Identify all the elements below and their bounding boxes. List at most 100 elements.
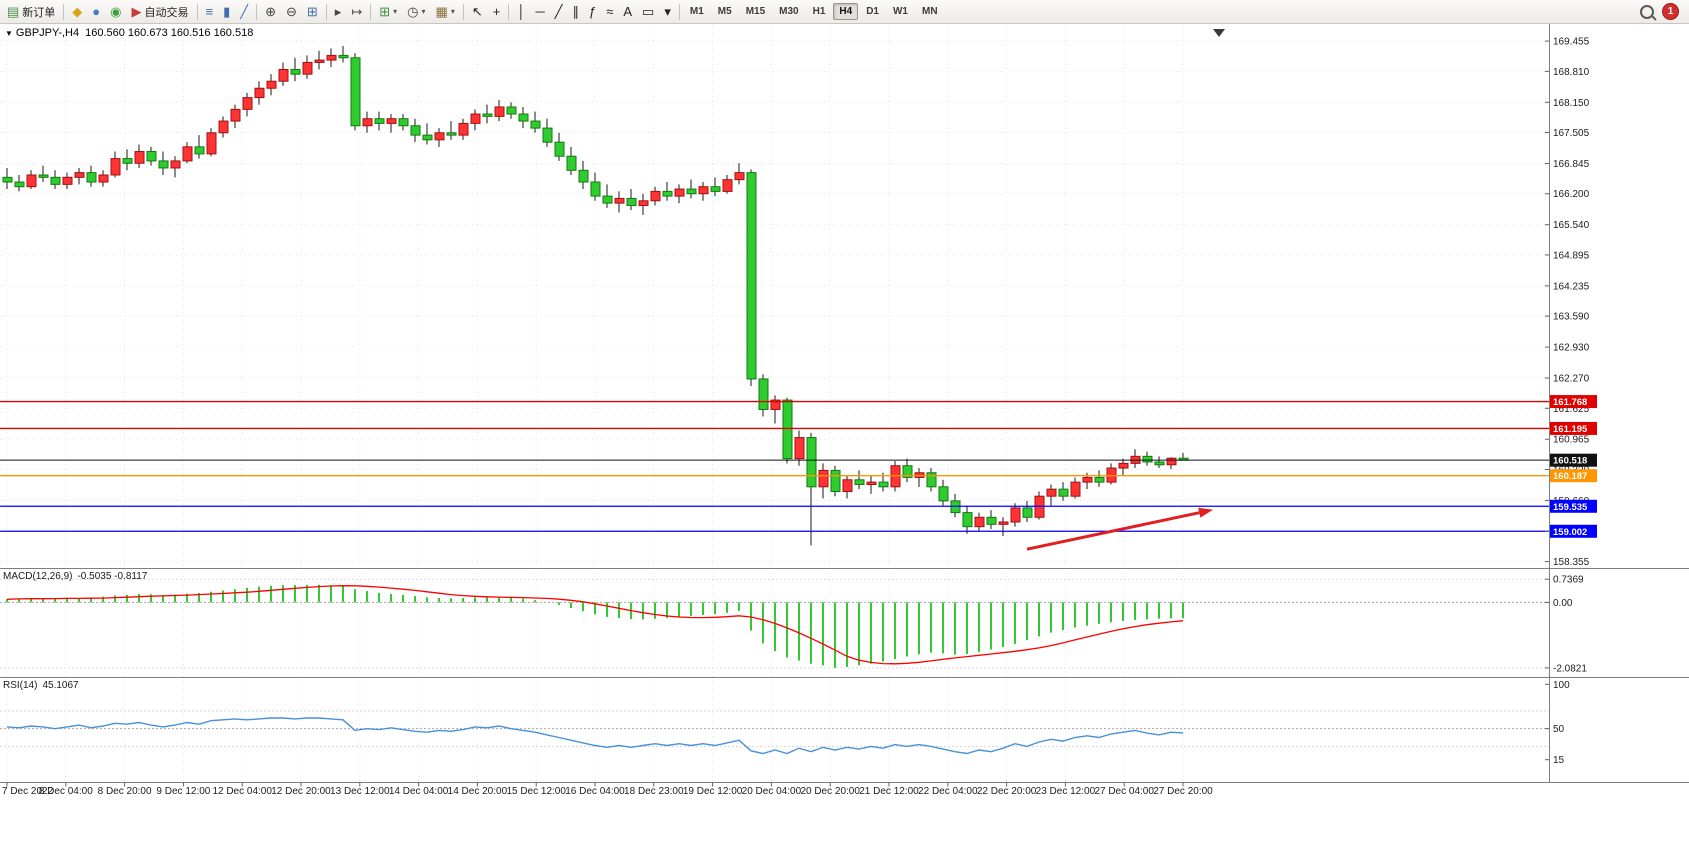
- timeframe-m5-button[interactable]: M5: [717, 6, 732, 17]
- candle: [386, 118, 397, 124]
- candle: [998, 521, 1009, 525]
- fibonacci-button[interactable]: ƒ: [584, 1, 601, 23]
- candle: [374, 118, 385, 124]
- candle: [746, 172, 757, 380]
- svg-text:166.845: 166.845: [1553, 159, 1590, 170]
- search-icon[interactable]: [1640, 4, 1654, 19]
- symbol-ohlc-label: ▼ GBPJPY-,H4 160.560 160.673 160.516 160.5…: [5, 27, 253, 39]
- candle: [818, 469, 829, 488]
- templates-button[interactable]: ▦ ▾: [431, 1, 460, 23]
- bar-chart-icon: ≡: [205, 3, 214, 19]
- hlines-layer: [0, 400, 1549, 532]
- svg-text:168.150: 168.150: [1553, 98, 1590, 109]
- timeframe-m15-button[interactable]: M15: [745, 6, 766, 17]
- zoom-in-button[interactable]: ⊕: [260, 1, 281, 23]
- candle: [938, 486, 949, 502]
- timeframe-mn-button[interactable]: MN: [921, 6, 938, 17]
- candle: [806, 437, 817, 488]
- trend-arrow-head: [1198, 507, 1213, 518]
- svg-text:161.625: 161.625: [1553, 404, 1590, 415]
- candle: [986, 516, 997, 525]
- symbol-dropdown-icon[interactable]: ▼: [5, 29, 13, 38]
- svg-text:160.965: 160.965: [1553, 435, 1590, 446]
- candle: [614, 197, 625, 204]
- candle: [230, 108, 241, 122]
- tile-windows-button[interactable]: ⊞: [302, 1, 323, 23]
- svg-text:13 Dec 12:00: 13 Dec 12:00: [330, 786, 390, 797]
- zoom-out-button[interactable]: ⊖: [281, 1, 302, 23]
- equidistant-channel-button[interactable]: ∥: [568, 1, 585, 23]
- chart-shift-marker[interactable]: [1213, 29, 1225, 37]
- community-button[interactable]: ●: [87, 1, 105, 23]
- candle: [1082, 476, 1093, 483]
- candle: [758, 378, 769, 410]
- candle: [110, 158, 121, 176]
- candle: [158, 160, 169, 169]
- rsi-indicator-label: RSI(14) 45.1067: [3, 680, 79, 691]
- timeframe-w1-button[interactable]: W1: [892, 6, 908, 17]
- bar-chart-button[interactable]: ≡: [201, 1, 219, 23]
- toolbar-separator: [462, 3, 464, 20]
- new-chart-icon: ⊞: [379, 3, 391, 19]
- waves-button[interactable]: ≈: [601, 1, 618, 23]
- text-button[interactable]: A: [618, 1, 637, 23]
- toolbar-separator: [508, 3, 510, 20]
- cursor-icon: ↖: [471, 3, 483, 19]
- candlestick-chart-icon: ▮: [223, 3, 231, 19]
- candle: [602, 195, 613, 204]
- svg-text:8 Dec 04:00: 8 Dec 04:00: [39, 786, 93, 797]
- current-price-tag: 160.518: [1550, 453, 1597, 467]
- chart-canvas[interactable]: [0, 24, 1689, 862]
- timeframe-d1-button[interactable]: D1: [866, 6, 879, 17]
- text-icon: A: [623, 3, 633, 19]
- svg-text:9 Dec 12:00: 9 Dec 12:00: [156, 786, 210, 797]
- timeframe-h1-button[interactable]: H1: [812, 6, 826, 17]
- chart-shift-button[interactable]: ↦: [346, 1, 367, 23]
- candle: [50, 176, 61, 185]
- metaeditor-button[interactable]: ◆: [67, 1, 87, 23]
- candlestick-chart-button[interactable]: ▮: [218, 1, 235, 23]
- candle: [434, 132, 445, 141]
- notification-badge[interactable]: 1: [1662, 3, 1679, 20]
- candle: [1046, 488, 1057, 497]
- svg-text:23 Dec 12:00: 23 Dec 12:00: [1036, 786, 1096, 797]
- signals-button[interactable]: ◉: [105, 1, 126, 23]
- arrows-button[interactable]: ▾: [659, 1, 676, 23]
- auto-trading-button[interactable]: ▶ 自动交易: [127, 1, 194, 23]
- label-button[interactable]: ▭: [637, 1, 659, 23]
- candle: [134, 151, 145, 164]
- vertical-line-button[interactable]: │: [512, 1, 530, 23]
- crosshair-icon: +: [492, 3, 501, 19]
- trendline-button[interactable]: ╱: [550, 1, 568, 23]
- new-chart-button[interactable]: ⊞ ▾: [374, 1, 402, 23]
- auto-scroll-button[interactable]: ▸: [330, 1, 347, 23]
- timeframe-m1-button[interactable]: M1: [689, 6, 704, 17]
- horizontal-line-button[interactable]: ─: [530, 1, 549, 23]
- line-chart-button[interactable]: ╱: [235, 1, 253, 23]
- svg-text:161.768: 161.768: [1553, 397, 1587, 408]
- toolbar-separator: [63, 3, 65, 20]
- candle: [650, 190, 661, 202]
- candle: [1094, 476, 1105, 483]
- svg-text:161.195: 161.195: [1553, 424, 1588, 435]
- fibonacci-icon: ƒ: [589, 3, 597, 19]
- candle: [974, 516, 985, 528]
- timeframe-m30-button[interactable]: M30: [779, 6, 799, 17]
- annotation-layer: [1026, 29, 1225, 551]
- candle: [830, 469, 841, 493]
- timeframe-h4-button[interactable]: H4: [833, 3, 859, 20]
- trend-arrow[interactable]: [1026, 511, 1200, 551]
- cursor-button[interactable]: ↖: [467, 1, 488, 23]
- svg-text:100: 100: [1553, 680, 1570, 691]
- candle: [1142, 455, 1153, 463]
- svg-text:15 Dec 12:00: 15 Dec 12:00: [506, 786, 566, 797]
- svg-text:159.535: 159.535: [1553, 502, 1588, 513]
- candle: [26, 174, 37, 188]
- svg-text:12 Dec 20:00: 12 Dec 20:00: [271, 786, 331, 797]
- auto-trading-button-label: 自动交易: [144, 6, 189, 19]
- new-order-button[interactable]: ▤ 新订单: [2, 1, 60, 23]
- svg-text:14 Dec 20:00: 14 Dec 20:00: [448, 786, 508, 797]
- crosshair-button[interactable]: +: [488, 1, 506, 23]
- period-button[interactable]: ◷ ▾: [402, 1, 430, 23]
